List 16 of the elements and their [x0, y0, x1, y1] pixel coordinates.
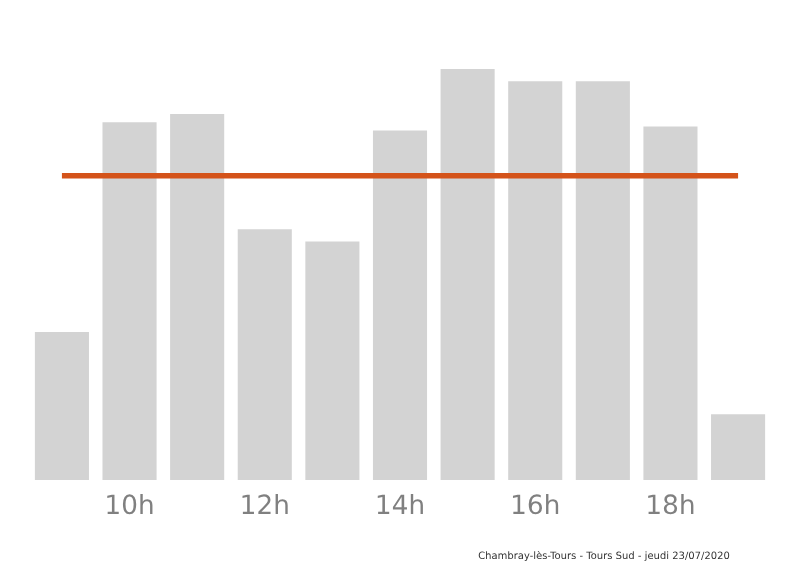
- bar: [34, 332, 89, 480]
- x-tick-label: 16h: [512, 493, 559, 515]
- bar: [508, 81, 563, 480]
- bar: [440, 68, 495, 480]
- bar: [170, 114, 225, 480]
- bar: [711, 414, 766, 480]
- x-tick-label: 12h: [242, 493, 288, 514]
- bar: [102, 122, 157, 480]
- x-tick-label: 18h: [648, 493, 694, 515]
- bar: [575, 81, 630, 480]
- bar: [305, 241, 360, 480]
- x-tick-label: 10h: [107, 493, 153, 515]
- bar: [643, 126, 698, 480]
- bar: [237, 229, 292, 480]
- x-tick-label: 14h: [377, 493, 423, 514]
- bar: [372, 130, 428, 480]
